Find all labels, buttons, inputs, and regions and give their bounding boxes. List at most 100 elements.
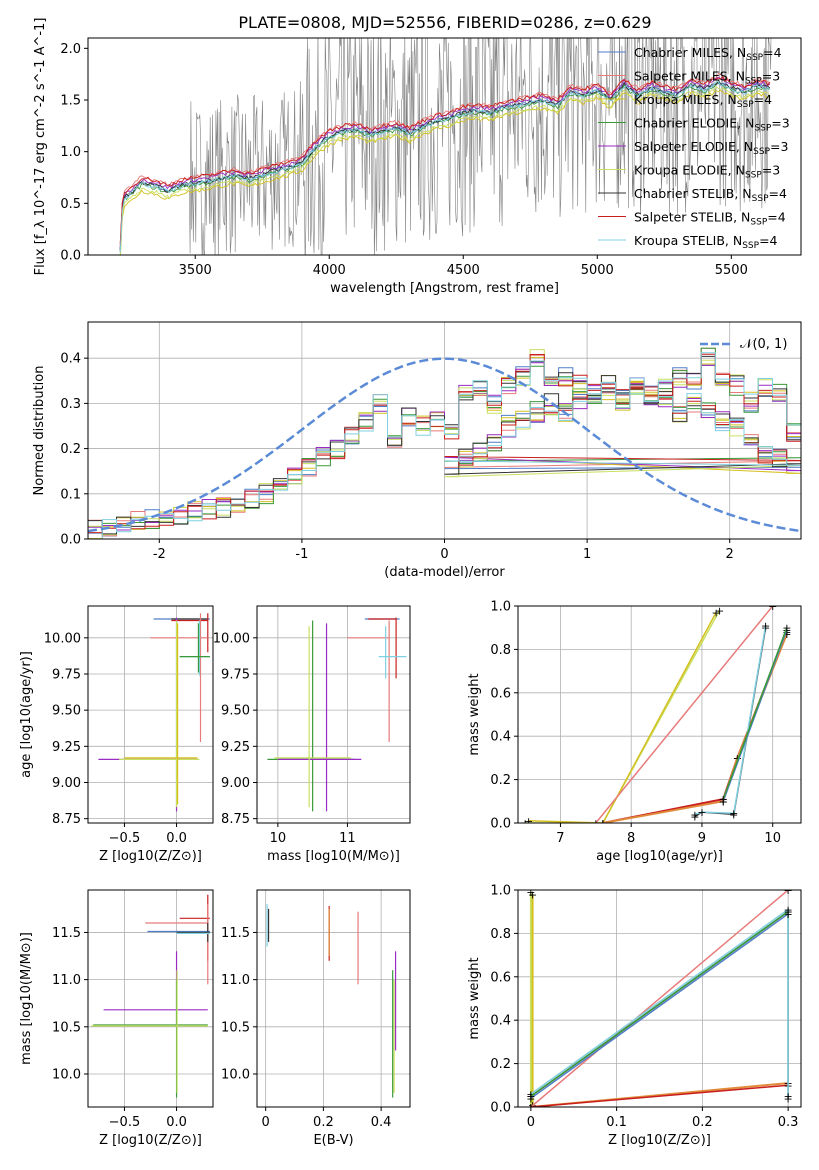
y-tick-label: 0.2 — [60, 442, 81, 457]
x-axis-label: E(B-V) — [313, 1133, 353, 1148]
x-tick-label: 4500 — [447, 263, 480, 278]
y-tick-label: 0.0 — [490, 1101, 511, 1116]
y-tick-label: 0.8 — [490, 643, 511, 658]
weight-line — [525, 609, 721, 823]
y-tick-label: 11.5 — [52, 926, 81, 941]
weight-marker: + — [784, 908, 793, 921]
y-axis-label: mass [log10(M/M⊙)] — [19, 932, 34, 1065]
weight-marker: + — [526, 1090, 535, 1103]
y-axis-label: age [log10(age/yr)] — [19, 651, 34, 778]
panel-spectrum: 3500 4000 4500 5000 5500 0.0 0.5 1.0 1.5 2.0 wavel… — [33, 18, 802, 296]
y-tick-label: 9.00 — [221, 776, 250, 791]
y-tick-label: 10.0 — [52, 1067, 81, 1082]
x-tick-label: −0.5 — [109, 1115, 141, 1130]
weight-marker: + — [711, 607, 720, 620]
y-tick-label: 9.50 — [52, 704, 81, 719]
weight-marker: + — [598, 817, 607, 830]
panel-age-vs-mass: 10 11 8.75 9.00 9.25 9.50 9.75 10.00 mass [log10… — [213, 605, 411, 864]
x-tick-label: 0 — [440, 547, 448, 562]
weight-marker: + — [719, 795, 728, 808]
y-tick-label: 10.0 — [221, 1067, 250, 1082]
weight-marker: + — [733, 752, 742, 765]
plot-area — [98, 613, 210, 812]
model-spectrum-line — [119, 75, 771, 244]
axes-frame — [87, 321, 802, 540]
legend-entry: Salpeter STELIB, NSSP=4 — [634, 210, 786, 228]
plot-area: ++++++++++++++++++++ — [526, 884, 793, 1114]
x-axis-label: age [log10(age/yr)] — [596, 849, 723, 864]
weight-line — [722, 629, 788, 802]
x-tick-label: 0.4 — [371, 1115, 392, 1130]
x-tick-label: 9 — [698, 831, 706, 846]
y-tick-label: 2.0 — [60, 42, 81, 57]
weight-marker: + — [782, 624, 791, 637]
axes-frame — [256, 889, 411, 1108]
spectrum-legend: Chabrier MILES, NSSP=4 Salpeter MILES, NS… — [598, 45, 790, 251]
weight-line — [694, 627, 767, 818]
figure-title: PLATE=0808, MJD=52556, FIBERID=0286, z=0… — [238, 13, 651, 32]
weight-marker: + — [524, 815, 533, 828]
y-tick-label: 0.1 — [60, 487, 81, 502]
x-axis-label: wavelength [Angstrom, rest frame] — [330, 281, 559, 296]
legend-entry: Kroupa ELODIE, NSSP=3 — [634, 163, 780, 181]
legend-entry: Kroupa STELIB, NSSP=4 — [634, 233, 778, 251]
y-tick-label: 8.75 — [52, 812, 81, 827]
weight-line — [530, 890, 789, 1107]
axes-frame — [517, 605, 802, 824]
x-tick-label: -2 — [153, 547, 166, 562]
x-axis-label: (data-model)/error — [384, 565, 505, 580]
weight-line — [694, 625, 767, 816]
panel-weight-vs-age: + +++ ++++++++++++++ ++++ ++++++7 8 9 10 0.0 0.2 0… — [467, 600, 802, 864]
y-tick-label: 0.2 — [490, 1057, 511, 1072]
legend-entry: Kroupa MILES, NSSP=4 — [634, 92, 772, 110]
weight-line — [530, 911, 789, 1097]
y-tick-label: 1.5 — [60, 94, 81, 109]
y-tick-label: 9.25 — [221, 740, 250, 755]
weight-line — [722, 627, 788, 800]
x-tick-label: 0 — [262, 1115, 270, 1130]
y-tick-label: 9.75 — [52, 667, 81, 682]
weight-marker: + — [526, 1088, 535, 1101]
weight-marker: + — [598, 817, 607, 830]
y-tick-label: 0.0 — [490, 817, 511, 832]
y-tick-label: 9.50 — [221, 704, 250, 719]
y-tick-label: 10.5 — [52, 1020, 81, 1035]
x-tick-label: 4000 — [313, 263, 346, 278]
x-tick-label: 7 — [556, 831, 564, 846]
plot-area — [91, 894, 210, 1098]
axes-frame — [87, 889, 214, 1108]
y-tick-label: 0.0 — [60, 249, 81, 264]
weight-marker: + — [520, 817, 529, 830]
y-tick-label: 10.5 — [221, 1020, 250, 1035]
weight-line — [530, 1084, 789, 1107]
axes-frame — [256, 605, 411, 824]
plot-area: + +++ ++++++++++++++ ++++ ++++++ — [520, 606, 791, 830]
model-spectrum-line — [119, 72, 771, 246]
x-tick-label: 10 — [270, 831, 287, 846]
residual-histogram — [88, 362, 801, 531]
axes-frame — [87, 37, 802, 256]
weight-marker: + — [528, 888, 537, 901]
x-tick-label: 5500 — [715, 263, 748, 278]
weight-marker: + — [526, 1092, 535, 1105]
weight-marker: + — [784, 904, 793, 917]
weight-marker: + — [526, 1090, 535, 1103]
y-tick-label: 0.4 — [490, 730, 511, 745]
y-tick-label: 11.0 — [221, 973, 250, 988]
y-tick-label: 0.8 — [490, 927, 511, 942]
y-tick-label: 8.75 — [221, 812, 250, 827]
panel-age-vs-Z: −0.5 0.0 8.75 9.00 9.25 9.50 9.75 10.00 Z [log10… — [19, 605, 214, 864]
y-tick-label: 1.0 — [60, 145, 81, 160]
weight-marker: + — [526, 1101, 535, 1114]
axes-frame — [517, 889, 802, 1108]
weight-line — [595, 606, 774, 823]
weight-marker: + — [784, 1090, 793, 1103]
panel-mass-vs-Z: −0.5 0.0 10.0 10.5 11.0 11.5 Z [log10(Z/Z⊙)] ma… — [19, 889, 214, 1148]
x-axis-label: mass [log10(M/M⊙)] — [267, 849, 400, 864]
x-tick-label: 0.0 — [166, 831, 187, 846]
weight-marker: + — [784, 884, 793, 897]
x-tick-label: 3500 — [179, 263, 212, 278]
y-tick-label: 10.00 — [213, 631, 250, 646]
weight-line — [530, 908, 789, 1097]
